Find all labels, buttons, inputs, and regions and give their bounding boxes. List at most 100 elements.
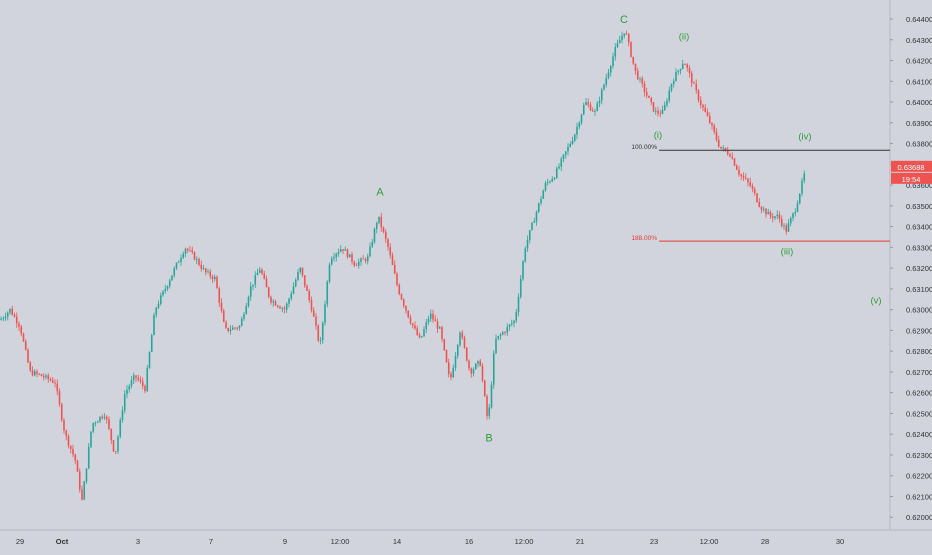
y-axis: 0.64400 0.64300 0.64200 0.64100 0.64000 0.639…: [890, 15, 932, 522]
candle-body: [798, 193, 801, 204]
current-price-tag: [891, 160, 932, 172]
candle-body: [180, 257, 182, 262]
candle-body: [375, 222, 378, 230]
candle-body: [560, 158, 563, 167]
candle-body: [114, 451, 117, 452]
candle-body: [684, 64, 686, 65]
candle-body: [330, 258, 333, 265]
candle-body: [765, 208, 767, 215]
wave-label: C: [620, 14, 628, 26]
y-tick-label: 0.63900: [906, 119, 932, 128]
candle-body: [699, 100, 702, 105]
candle-body: [171, 275, 173, 281]
candle-body: [382, 227, 385, 232]
candle-body: [33, 371, 36, 376]
candle-body: [351, 254, 353, 262]
candle-body: [686, 64, 689, 68]
candle-body: [243, 314, 245, 319]
candle-body: [2, 318, 5, 320]
candle-body: [549, 181, 551, 183]
candle-body: [164, 288, 167, 292]
candle-body: [90, 431, 92, 447]
candle-body: [247, 296, 250, 306]
candle-body: [157, 303, 160, 308]
candle-body: [128, 386, 131, 390]
candle-body: [704, 107, 707, 113]
candle-body: [38, 373, 41, 375]
countdown-tag: [891, 172, 932, 184]
candle-body: [661, 109, 664, 114]
y-tick-label: 0.63100: [906, 285, 932, 294]
candle-body: [355, 265, 358, 267]
candle-body: [173, 268, 176, 276]
candle-body: [225, 321, 227, 328]
wave-label: (iv): [798, 131, 811, 142]
candle-body: [18, 323, 20, 327]
candle-body: [258, 269, 261, 273]
candle-body: [238, 325, 241, 329]
candle-body: [339, 249, 342, 252]
candle-body: [438, 327, 441, 329]
candle-body: [569, 143, 572, 147]
candle-body: [542, 190, 545, 199]
candle-body: [776, 214, 779, 217]
candle-body: [648, 95, 650, 98]
candle-body: [463, 337, 466, 348]
fib-label: 188.00%: [631, 235, 657, 242]
candle-body: [585, 102, 587, 106]
candle-body: [200, 264, 203, 269]
candle-body: [434, 319, 437, 322]
candle-body: [762, 208, 765, 210]
candle-body: [461, 332, 464, 338]
candle-body: [63, 420, 65, 431]
y-tick-label: 0.64000: [906, 98, 932, 107]
candle-body: [153, 314, 155, 336]
candle-body: [753, 189, 756, 194]
candle-body: [207, 271, 209, 273]
candle-body: [240, 318, 243, 326]
candle-body: [693, 82, 695, 84]
candle-body: [533, 221, 536, 223]
candle-body: [6, 312, 9, 317]
candle-body: [432, 313, 434, 320]
candle-body: [216, 276, 218, 289]
candle-body: [132, 375, 135, 381]
candle-body: [137, 377, 140, 380]
y-tick-label: 0.64400: [906, 15, 932, 24]
candle-body: [155, 307, 158, 315]
candle-body: [639, 78, 641, 80]
candle-body: [135, 375, 137, 378]
x-tick-label: 3: [136, 537, 140, 546]
candle-body: [519, 278, 522, 297]
y-tick-label: 0.63300: [906, 243, 932, 252]
candle-body: [695, 83, 698, 91]
candle-body: [342, 249, 344, 251]
candle-body: [713, 125, 716, 132]
candle-body: [294, 279, 297, 287]
candle-body: [308, 291, 311, 301]
candle-body: [537, 203, 540, 212]
candle-body: [767, 211, 770, 215]
candle-body: [436, 321, 439, 329]
candle-body: [785, 225, 788, 232]
candle-body: [564, 151, 567, 155]
candle-body: [555, 168, 558, 178]
candle-body: [528, 230, 531, 240]
candle-body: [303, 275, 306, 286]
candle-body: [297, 272, 299, 280]
candle-body: [168, 280, 171, 287]
candle-body: [452, 367, 455, 378]
candle-body: [792, 213, 794, 219]
candle-body: [445, 350, 448, 363]
candle-body: [522, 261, 524, 279]
candle-body: [119, 419, 122, 437]
y-tick-label: 0.62600: [906, 389, 932, 398]
candle-body: [103, 416, 106, 418]
candle-body: [668, 90, 671, 101]
candle-body: [801, 180, 803, 194]
candle-body: [447, 362, 450, 374]
candle-body: [666, 100, 668, 105]
candle-body: [45, 375, 47, 378]
